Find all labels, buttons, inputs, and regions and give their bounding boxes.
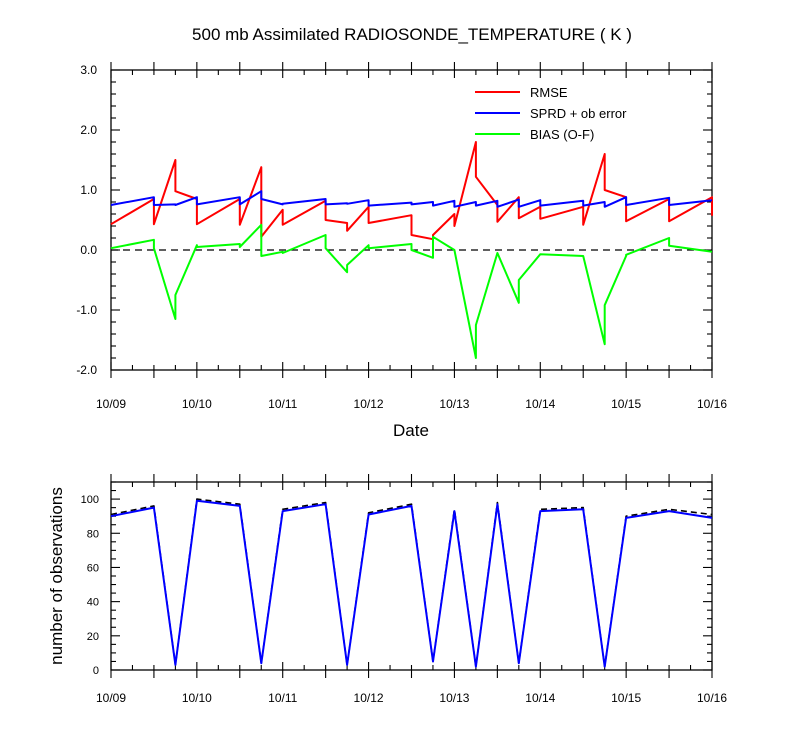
top-axis-ticks (110, 62, 713, 378)
legend-label: RMSE (530, 85, 568, 100)
x-tick-label: 10/11 (268, 397, 297, 411)
bottom-series-lines (110, 498, 713, 668)
x-tick-label: 10/14 (525, 397, 555, 411)
x-tick-label: 10/10 (182, 691, 212, 705)
x-tick-label: 10/12 (354, 691, 384, 705)
x-tick-label: 10/13 (439, 691, 469, 705)
y-tick-label: 1.0 (80, 183, 97, 197)
x-tick-label: 10/12 (354, 397, 384, 411)
y-tick-label: 80 (87, 528, 99, 540)
y-tick-label: 2.0 (80, 123, 97, 137)
bottom-axis-ticks (110, 474, 713, 678)
y-tick-label: 60 (87, 562, 99, 574)
sprd-ob-error-line (110, 190, 713, 208)
chart-title: 500 mb Assimilated RADIOSONDE_TEMPERATUR… (192, 25, 632, 44)
y-tick-label: -2.0 (76, 363, 97, 377)
y-tick-label: -1.0 (76, 303, 97, 317)
y-axis-label: number of observations (47, 487, 66, 665)
x-tick-label: 10/09 (96, 397, 126, 411)
legend-label: SPRD + ob error (530, 106, 627, 121)
x-tick-label: 10/16 (697, 691, 727, 705)
series-1-line (110, 499, 713, 668)
y-tick-label: 0.0 (80, 243, 97, 257)
y-tick-label: 0 (93, 665, 99, 677)
x-tick-label: 10/16 (697, 397, 727, 411)
y-tick-label: 100 (81, 494, 99, 506)
x-axis-label: Date (393, 421, 429, 440)
y-tick-label: 40 (87, 597, 99, 609)
y-tick-label: 3.0 (80, 63, 97, 77)
x-tick-label: 10/10 (182, 397, 212, 411)
series-0-line (110, 498, 713, 668)
top-x-tick-labels: 10/09 10/10 10/11 10/12 10/13 10/14 10/15 10/16 (96, 397, 727, 411)
x-tick-label: 10/11 (268, 691, 297, 705)
bottom-x-tick-labels: 10/09 10/10 10/11 10/12 10/13 10/14 10/15 10/16 (96, 691, 727, 705)
bias-o-f-line (110, 223, 713, 359)
x-tick-label: 10/15 (611, 397, 641, 411)
bottom-y-tick-labels: 0 20 40 60 80 100 (81, 494, 99, 677)
x-tick-label: 10/15 (611, 691, 641, 705)
legend-label: BIAS (O-F) (530, 127, 594, 142)
rmse-line (110, 141, 713, 241)
y-tick-label: 20 (87, 631, 99, 643)
x-tick-label: 10/13 (439, 397, 469, 411)
top-series-lines (110, 141, 713, 359)
top-y-tick-labels: -2.0 -1.0 0.0 1.0 2.0 3.0 (76, 63, 97, 377)
legend: RMSE SPRD + ob error BIAS (O-F) (475, 85, 627, 142)
x-tick-label: 10/09 (96, 691, 126, 705)
x-tick-label: 10/14 (525, 691, 555, 705)
error-statistics-panel: 500 mb Assimilated RADIOSONDE_TEMPERATUR… (76, 25, 727, 440)
